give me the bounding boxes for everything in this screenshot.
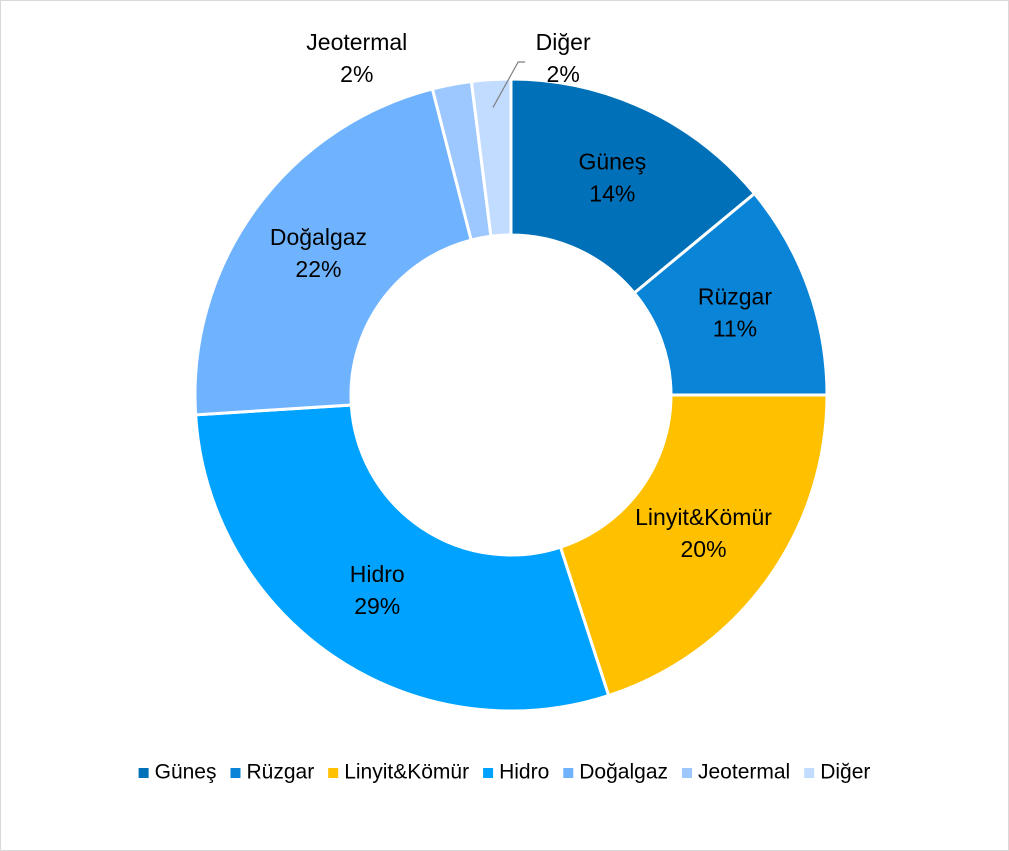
data-label: 14% [589,181,635,207]
legend-label: Rüzgar [246,761,314,784]
data-label: 2% [547,61,580,87]
data-label: 29% [354,593,400,619]
leader-line [492,61,526,108]
legend-swatch [138,768,149,778]
data-label-name: Rüzgar [698,283,772,309]
data-label-name: Diğer [536,29,591,55]
data-label-name: Doğalgaz [270,224,367,250]
legend-swatch [483,768,494,778]
data-label-name: Linyit&Kömür [635,504,772,530]
data-label: 11% [713,315,757,341]
slice [509,77,757,296]
legend-swatch [230,768,241,778]
data-label: 20% [681,536,727,562]
data-label-name: Hidro [350,561,405,587]
data-label-name: Jeotermal [306,29,407,55]
slice [469,77,513,238]
slice [193,87,474,417]
legend-label: Güneş [155,761,217,784]
legend-label: Doğalgaz [579,761,668,784]
slice [558,393,829,698]
data-label: 22% [295,256,341,282]
data-label-name: Güneş [578,149,646,175]
legend-label: Jeotermal [698,761,790,784]
legend-label: Hidro [499,761,549,784]
slice [194,403,611,713]
data-label: 2% [340,61,373,87]
legend-swatch [682,768,692,778]
legend-swatch [804,768,815,778]
legend-swatch [328,768,339,778]
legend-label: Linyit&Kömür [344,761,469,784]
legend-label: Diğer [820,761,870,784]
legend-swatch [563,768,574,778]
